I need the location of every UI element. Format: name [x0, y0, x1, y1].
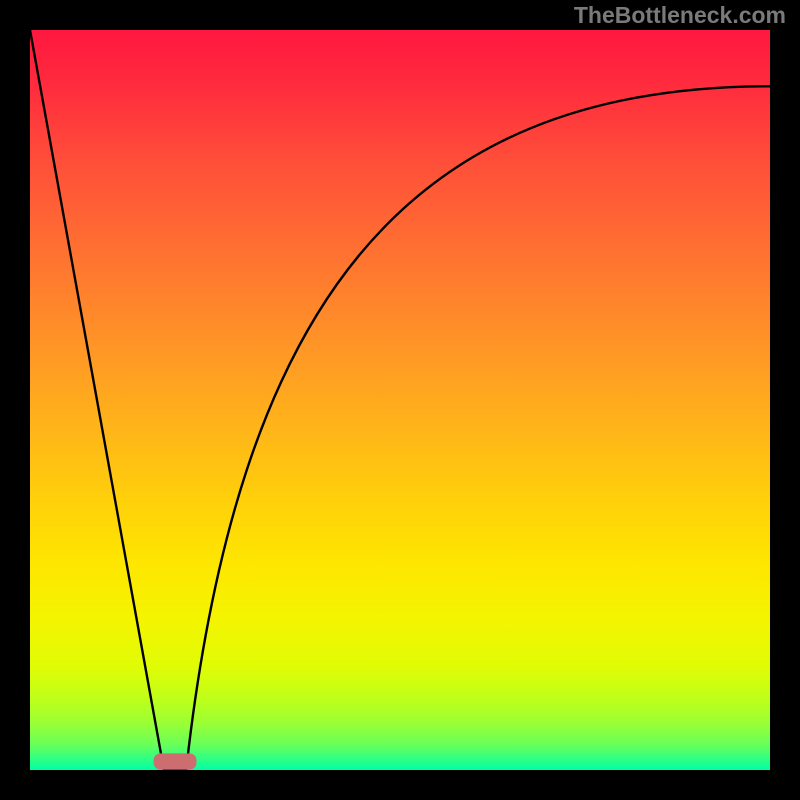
plot-svg: [30, 30, 770, 770]
plot-area: [30, 30, 770, 770]
watermark-text: TheBottleneck.com: [574, 2, 786, 29]
chart-container: TheBottleneck.com: [0, 0, 800, 800]
sweet-spot-marker: [154, 753, 197, 769]
gradient-background: [30, 30, 770, 770]
